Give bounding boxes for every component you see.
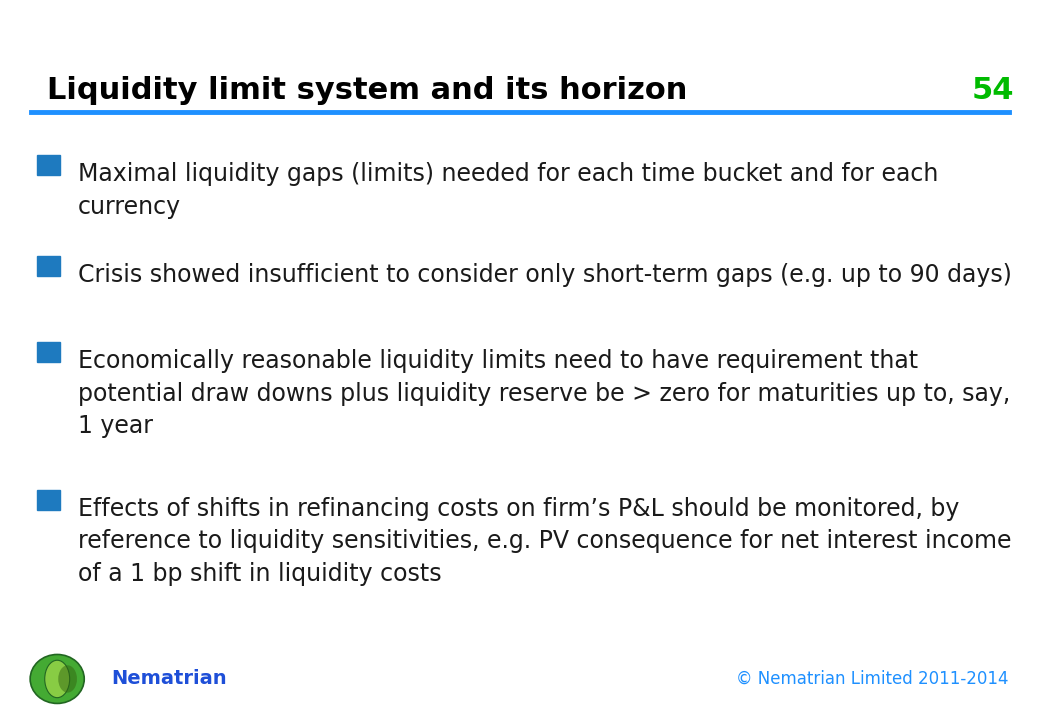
Text: Effects of shifts in refinancing costs on firm’s P&L should be monitored, by
ref: Effects of shifts in refinancing costs o… (78, 497, 1012, 586)
Ellipse shape (58, 665, 77, 693)
Text: 54: 54 (971, 76, 1014, 104)
FancyBboxPatch shape (37, 256, 60, 276)
Text: Crisis showed insufficient to consider only short-term gaps (e.g. up to 90 days): Crisis showed insufficient to consider o… (78, 263, 1012, 287)
Ellipse shape (30, 654, 84, 703)
Ellipse shape (45, 660, 70, 698)
Text: Liquidity limit system and its horizon: Liquidity limit system and its horizon (47, 76, 687, 104)
FancyBboxPatch shape (37, 155, 60, 175)
FancyBboxPatch shape (37, 490, 60, 510)
Text: Maximal liquidity gaps (limits) needed for each time bucket and for each
currenc: Maximal liquidity gaps (limits) needed f… (78, 162, 938, 219)
Text: Economically reasonable liquidity limits need to have requirement that
potential: Economically reasonable liquidity limits… (78, 349, 1010, 438)
Text: © Nematrian Limited 2011-2014: © Nematrian Limited 2011-2014 (736, 670, 1009, 688)
FancyBboxPatch shape (37, 342, 60, 362)
Text: Nematrian: Nematrian (111, 670, 227, 688)
